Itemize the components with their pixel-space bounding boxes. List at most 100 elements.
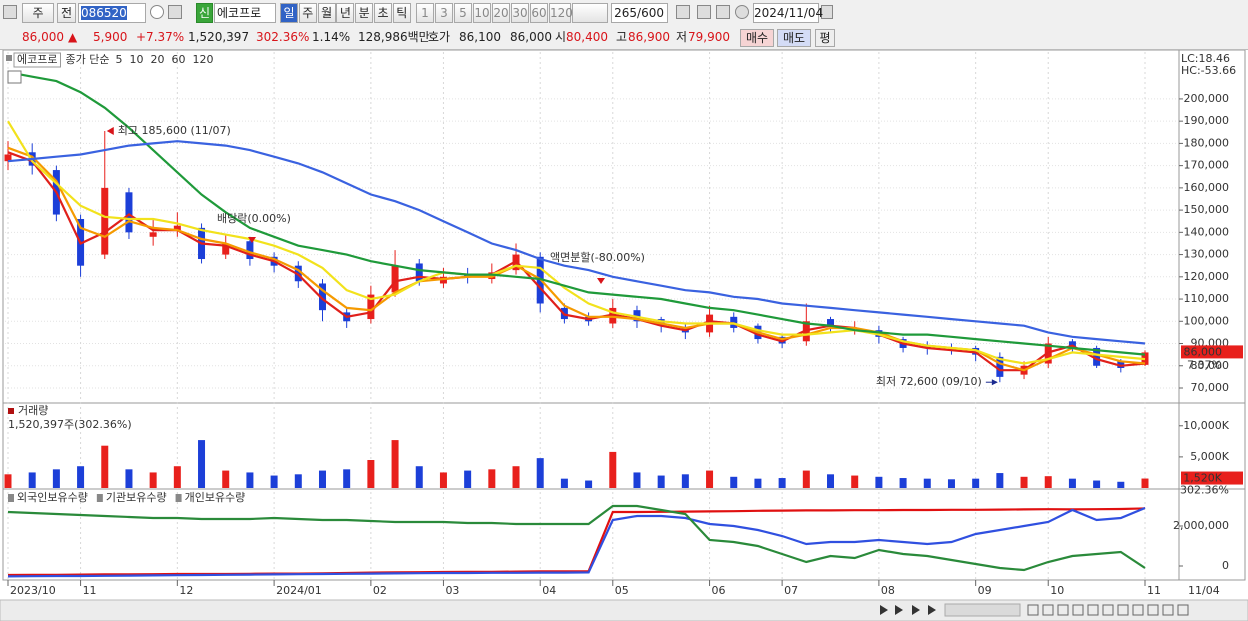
bottom-bar — [0, 599, 1248, 621]
calendar-icon[interactable] — [821, 5, 833, 19]
interval-button[interactable]: 120 — [549, 3, 573, 23]
x-tick-label: 09 — [978, 584, 992, 597]
period-button[interactable]: 일 — [280, 3, 298, 23]
scroll-track[interactable] — [944, 603, 1021, 617]
tool-icon[interactable] — [1057, 604, 1069, 616]
quote-value: 80,400 — [566, 30, 608, 44]
volume-bar — [996, 473, 1004, 488]
search-icon[interactable] — [150, 5, 164, 19]
name-input[interactable]: 에코프로 — [214, 3, 276, 23]
tool-icon[interactable] — [1027, 604, 1039, 616]
scroll-button[interactable] — [895, 605, 903, 615]
candle-body — [923, 345, 931, 348]
interval-button[interactable]: 10 — [473, 3, 491, 23]
volume-subtitle: 1,520,397주(302.36%) — [8, 418, 132, 431]
toolbar: 주 전 086520 신 에코프로 일 주 월 년 분 초 틱 1 3 5 10 20 30 60 120 265/60… — [0, 0, 1248, 29]
volume-bar — [923, 478, 931, 488]
x-tick-label: 08 — [881, 584, 895, 597]
volume-bar — [77, 466, 85, 488]
tool-icon[interactable] — [676, 5, 690, 19]
period-button[interactable]: 월 — [317, 3, 336, 23]
settings-icon[interactable] — [735, 5, 749, 19]
tool-icon[interactable] — [697, 5, 711, 19]
interval-button[interactable]: 30 — [511, 3, 529, 23]
legend-title: 종가 단순 — [65, 53, 109, 66]
legend-icon — [7, 70, 22, 84]
candle-body — [367, 294, 375, 320]
trade-button[interactable]: 매도 — [777, 29, 811, 47]
new-badge[interactable]: 신 — [196, 3, 213, 23]
volume-bar — [52, 469, 60, 488]
code-input[interactable]: 086520 — [78, 3, 146, 23]
scroll-button[interactable] — [880, 605, 888, 615]
volume-bar — [28, 472, 36, 488]
trade-button[interactable]: 평 — [815, 29, 835, 47]
interval-button[interactable]: 3 — [435, 3, 453, 23]
quote-value: +7.37% — [136, 30, 185, 44]
icon[interactable] — [3, 5, 17, 19]
tool-icon[interactable] — [1087, 604, 1099, 616]
trade-button[interactable]: 매수 — [740, 29, 774, 47]
candle-body — [996, 356, 1004, 377]
scroll-button[interactable] — [912, 605, 920, 615]
volume-bar — [972, 478, 980, 488]
high-annotation: 최고 185,600 (11/07) — [118, 124, 231, 137]
tool-icon[interactable] — [1147, 604, 1159, 616]
legend-entry: 20 — [150, 53, 164, 66]
volume-bar — [947, 479, 955, 488]
volume-bar — [560, 478, 568, 488]
quote-value: 1,520,397 — [188, 30, 250, 44]
y-tick-label: 80,000 — [1191, 359, 1230, 372]
volume-bar — [754, 478, 762, 488]
legend-entry: 10 — [129, 53, 143, 66]
tool-icon[interactable] — [1042, 604, 1054, 616]
quote-value: 128,986백만 — [358, 30, 430, 44]
price-tag-label: 86,000 — [1184, 345, 1223, 358]
period-button[interactable]: 틱 — [392, 3, 411, 23]
y-tick-label: 120,000 — [1184, 270, 1230, 283]
y-tick-label: 70,000 — [1191, 381, 1230, 394]
volume-bar — [488, 469, 496, 488]
tool-icon[interactable] — [1102, 604, 1114, 616]
date-input[interactable]: 2024/11/04 — [753, 3, 823, 23]
tool-icon[interactable] — [1072, 604, 1084, 616]
volume-bar — [730, 476, 738, 488]
period-button[interactable]: 주 — [298, 3, 317, 23]
mode-select[interactable]: 전 — [57, 3, 76, 23]
legend-swatch — [175, 494, 182, 502]
interval-button[interactable]: 5 — [454, 3, 472, 23]
save-icon[interactable] — [716, 5, 730, 19]
period-button[interactable]: 초 — [374, 3, 392, 23]
interval-button[interactable]: 20 — [492, 3, 510, 23]
y-tick-label: 2,000,000 — [1173, 519, 1229, 532]
legend-entry: 개인보유수량 — [185, 491, 246, 504]
count-input[interactable]: 265/600 — [611, 3, 668, 23]
dropdown[interactable] — [572, 3, 608, 23]
period-button[interactable]: 년 — [336, 3, 355, 23]
volume-bar — [1020, 476, 1028, 488]
tool-icon[interactable] — [1132, 604, 1144, 616]
interval-button[interactable]: 1 — [416, 3, 434, 23]
volume-bar — [827, 474, 835, 488]
tool-icon[interactable] — [1117, 604, 1129, 616]
candle-body — [222, 243, 230, 255]
volume-bar — [1044, 476, 1052, 488]
interval-button[interactable]: 60 — [530, 3, 548, 23]
volume-bar — [125, 469, 133, 488]
tool-icon[interactable] — [1162, 604, 1174, 616]
market-select[interactable]: 주 — [22, 3, 54, 23]
scroll-button[interactable] — [928, 605, 936, 615]
tool-icon[interactable] — [1177, 604, 1189, 616]
y-tick-label: 170,000 — [1184, 159, 1230, 172]
volume-bar — [149, 472, 157, 488]
volume-bar — [367, 460, 375, 488]
volume-bar — [391, 440, 399, 488]
volume-bar — [246, 472, 254, 488]
cursor-date: 11/04 — [1188, 584, 1220, 597]
period-button[interactable]: 분 — [355, 3, 374, 23]
code-text: 086520 — [81, 6, 127, 20]
candle-body — [149, 232, 157, 237]
sound-icon[interactable] — [168, 5, 182, 19]
candle-body — [246, 241, 254, 260]
